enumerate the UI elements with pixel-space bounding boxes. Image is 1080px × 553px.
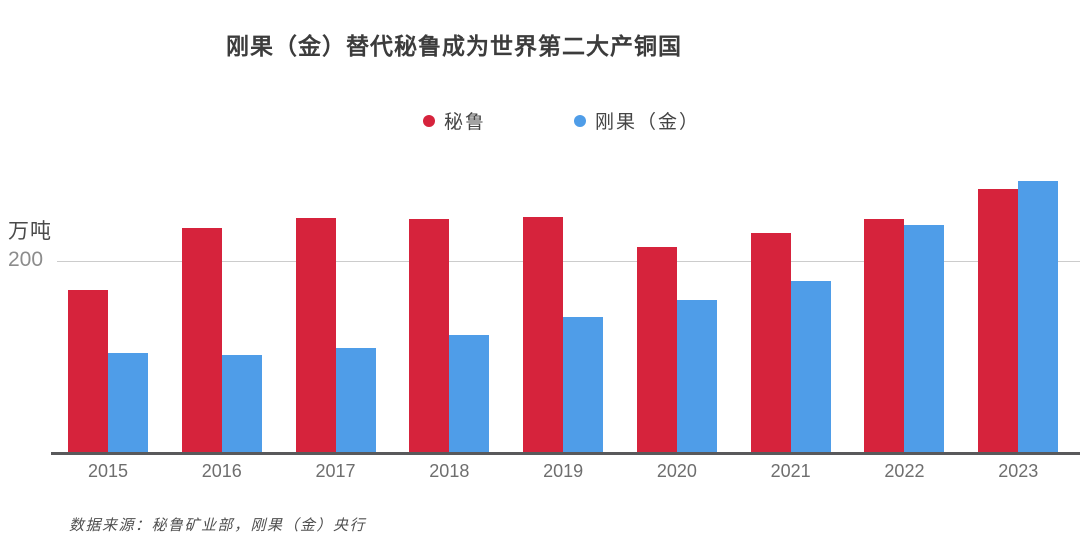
- legend-label-congo: 刚果（金）: [595, 112, 701, 133]
- x-label-2023: 2023: [998, 461, 1039, 481]
- x-label-2020: 2020: [656, 461, 697, 481]
- x-axis-labels: 2015 2016 2017 2018 2019 2020 2021 2022 2023: [0, 461, 1080, 487]
- bar-peru-2020: [636, 247, 677, 453]
- bar-peru-2016: [181, 228, 222, 453]
- legend-item-congo[interactable]: 刚果（金）: [574, 107, 700, 134]
- bar-peru-2015: [68, 290, 108, 453]
- bar-peru-2018: [409, 219, 450, 453]
- x-label-2021: 2021: [770, 461, 811, 481]
- bar-congo-2022: [904, 225, 945, 453]
- x-label-2022: 2022: [884, 461, 925, 481]
- x-axis-baseline: [51, 452, 1080, 455]
- legend: 秘鲁 刚果（金）: [423, 107, 700, 134]
- bar-peru-2021: [750, 233, 791, 453]
- y-axis-tick-200: 200: [8, 248, 44, 271]
- bar-congo-2016: [221, 355, 262, 453]
- source-note: 数据来源：秘鲁矿业部，刚果（金）央行: [69, 517, 367, 534]
- legend-dot-peru-icon: [423, 114, 435, 127]
- x-label-2018: 2018: [429, 461, 470, 481]
- gridline-200: [57, 261, 1080, 262]
- bar-congo-2018: [449, 335, 490, 453]
- bar-peru-2019: [523, 217, 564, 453]
- legend-item-peru[interactable]: 秘鲁: [423, 107, 486, 134]
- x-label-2016: 2016: [201, 461, 242, 481]
- bar-congo-2023: [1018, 181, 1059, 453]
- legend-label-peru: 秘鲁: [444, 112, 487, 133]
- bar-peru-2022: [864, 219, 905, 453]
- x-label-2017: 2017: [315, 461, 356, 481]
- legend-dot-congo-icon: [574, 114, 587, 127]
- bar-peru-2017: [295, 218, 336, 453]
- bar-congo-2021: [790, 281, 831, 453]
- bar-congo-2017: [335, 348, 376, 453]
- x-label-2019: 2019: [543, 461, 584, 481]
- x-label-2015: 2015: [87, 461, 129, 481]
- bar-peru-2023: [978, 189, 1019, 453]
- bar-congo-2020: [676, 300, 717, 453]
- y-axis-unit-label: 万吨: [8, 220, 52, 243]
- plot-area: [0, 150, 1080, 453]
- bar-congo-2019: [563, 317, 604, 453]
- chart-title: 刚果（金）替代秘鲁成为世界第二大产铜国: [226, 33, 682, 59]
- bar-congo-2015: [108, 353, 148, 453]
